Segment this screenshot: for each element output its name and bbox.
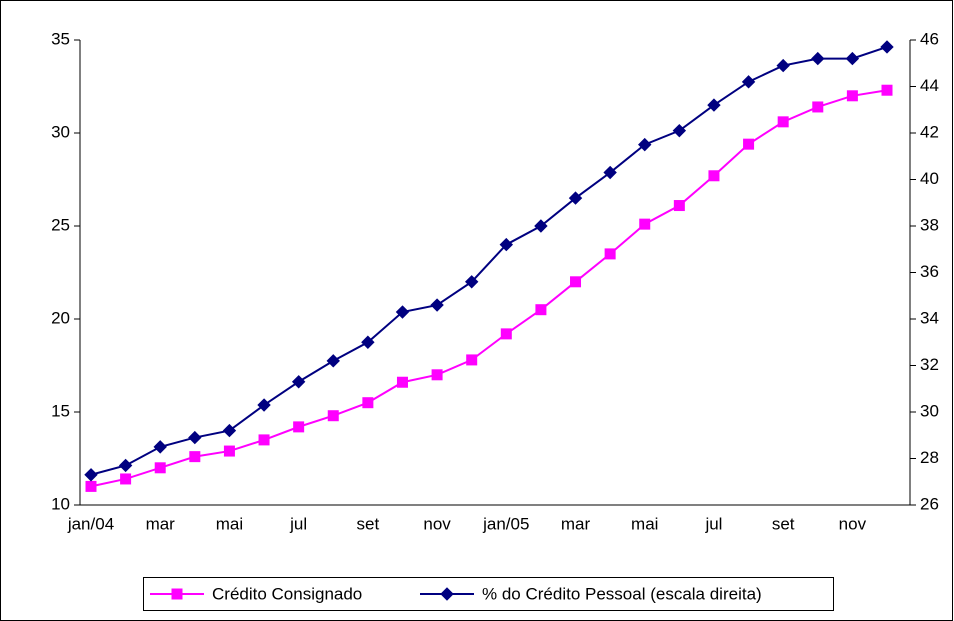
x-tick-label: mar <box>146 514 176 533</box>
legend-label: Crédito Consignado <box>212 584 362 603</box>
marker <box>222 423 237 438</box>
marker <box>570 276 582 288</box>
y2-tick-label: 44 <box>920 76 939 95</box>
x-tick-label: mai <box>631 514 658 533</box>
marker <box>120 473 132 485</box>
marker <box>84 468 98 482</box>
y2-tick-label: 30 <box>920 401 939 420</box>
marker <box>568 191 583 205</box>
x-tick-label: mai <box>216 514 243 533</box>
marker <box>604 248 616 260</box>
marker <box>466 354 478 366</box>
marker <box>327 410 339 422</box>
x-tick-label: jan/04 <box>67 514 114 533</box>
x-tick-label: set <box>772 514 795 533</box>
marker <box>845 51 860 66</box>
y2-tick-label: 28 <box>920 448 939 467</box>
marker <box>430 298 444 312</box>
marker <box>464 275 479 289</box>
y2-tick-label: 32 <box>920 355 939 374</box>
marker <box>223 445 235 457</box>
marker <box>396 376 408 388</box>
y2-tick-label: 26 <box>920 494 939 513</box>
y2-tick-label: 40 <box>920 169 939 188</box>
x-tick-label: set <box>357 514 380 533</box>
marker <box>534 219 548 233</box>
marker <box>189 451 201 463</box>
x-tick-label: mar <box>561 514 591 533</box>
y-tick-label: 20 <box>51 308 70 327</box>
series-line <box>90 89 888 488</box>
marker <box>499 237 514 252</box>
legend-label: % do Crédito Pessoal (escala direita) <box>482 584 762 603</box>
marker <box>440 587 454 601</box>
marker <box>811 51 825 66</box>
marker <box>812 101 824 113</box>
x-tick-label: jul <box>704 514 722 533</box>
x-tick-label: nov <box>839 514 867 533</box>
y-tick-label: 10 <box>51 494 70 513</box>
marker <box>500 328 512 340</box>
marker <box>395 305 410 319</box>
y-tick-label: 25 <box>51 215 70 234</box>
y-tick-label: 30 <box>51 122 70 141</box>
marker <box>672 123 687 138</box>
marker <box>431 369 443 381</box>
marker <box>638 137 652 152</box>
marker <box>258 434 270 446</box>
marker <box>118 458 133 473</box>
marker <box>639 218 651 230</box>
marker <box>535 304 547 316</box>
marker <box>741 75 756 89</box>
marker <box>257 398 271 412</box>
y2-tick-label: 38 <box>920 215 939 234</box>
marker <box>361 335 375 349</box>
marker <box>291 375 306 389</box>
y2-tick-label: 34 <box>920 308 939 327</box>
x-tick-label: nov <box>423 514 451 533</box>
marker <box>881 84 893 96</box>
marker <box>153 440 167 454</box>
series-line <box>90 46 888 476</box>
marker <box>707 98 721 112</box>
y2-tick-label: 36 <box>920 262 939 281</box>
y-tick-label: 15 <box>51 401 70 420</box>
marker <box>154 462 166 474</box>
y-tick-label: 35 <box>51 29 70 48</box>
marker <box>188 430 202 445</box>
marker <box>776 58 790 73</box>
x-tick-label: jan/05 <box>482 514 529 533</box>
marker <box>85 480 97 492</box>
marker <box>171 588 183 600</box>
marker <box>293 421 305 433</box>
marker <box>362 397 374 409</box>
marker <box>603 165 617 180</box>
marker <box>326 354 340 368</box>
marker <box>846 90 858 102</box>
x-tick-label: jul <box>289 514 307 533</box>
marker <box>777 116 789 128</box>
marker <box>673 200 685 212</box>
legend-box <box>143 577 834 611</box>
marker <box>708 170 720 182</box>
y2-tick-label: 46 <box>920 29 939 48</box>
y2-tick-label: 42 <box>920 122 939 141</box>
marker <box>880 40 894 54</box>
marker <box>743 138 755 150</box>
